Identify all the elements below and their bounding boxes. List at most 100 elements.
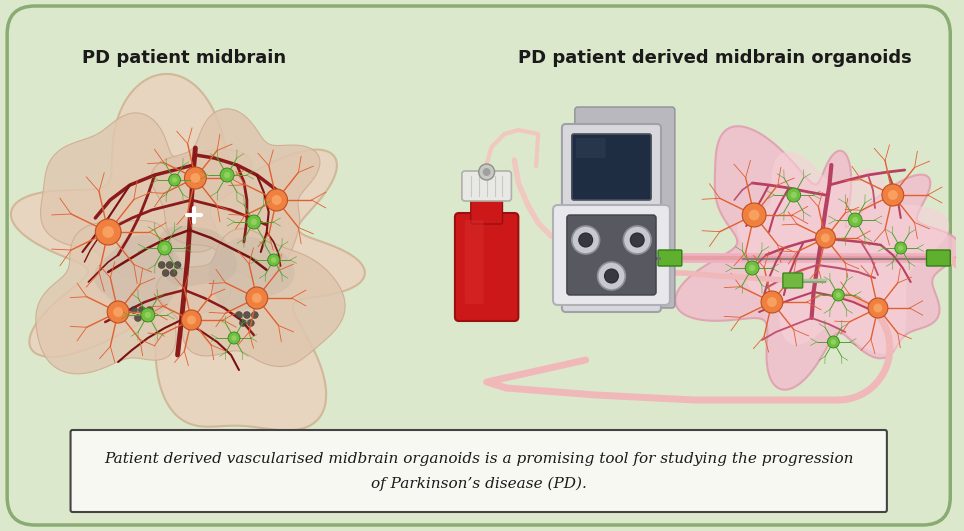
Circle shape <box>162 270 169 277</box>
FancyBboxPatch shape <box>658 250 682 266</box>
FancyBboxPatch shape <box>553 205 670 305</box>
Circle shape <box>787 188 801 202</box>
Circle shape <box>172 177 177 183</box>
Circle shape <box>102 226 114 238</box>
FancyBboxPatch shape <box>576 138 605 158</box>
Polygon shape <box>36 220 230 374</box>
Polygon shape <box>676 126 960 390</box>
Circle shape <box>166 261 174 269</box>
Circle shape <box>145 312 151 318</box>
FancyBboxPatch shape <box>462 171 512 201</box>
Circle shape <box>174 261 181 269</box>
Circle shape <box>130 306 138 313</box>
Circle shape <box>821 234 830 243</box>
Text: Patient derived vascularised midbrain organoids is a promising tool for studying: Patient derived vascularised midbrain or… <box>104 452 853 466</box>
Circle shape <box>836 292 841 298</box>
Circle shape <box>630 233 644 247</box>
Circle shape <box>761 291 783 313</box>
Circle shape <box>882 184 903 206</box>
Circle shape <box>228 332 240 344</box>
Circle shape <box>235 312 242 319</box>
FancyBboxPatch shape <box>783 273 803 288</box>
Circle shape <box>749 210 760 220</box>
Circle shape <box>247 215 260 229</box>
FancyBboxPatch shape <box>575 107 675 308</box>
FancyBboxPatch shape <box>465 220 484 304</box>
Circle shape <box>220 168 234 182</box>
Circle shape <box>272 195 281 205</box>
Circle shape <box>745 261 759 275</box>
Text: PD patient derived midbrain organoids: PD patient derived midbrain organoids <box>518 49 911 67</box>
Circle shape <box>898 245 903 251</box>
FancyBboxPatch shape <box>470 192 502 224</box>
Circle shape <box>248 320 254 327</box>
Circle shape <box>572 226 600 254</box>
FancyBboxPatch shape <box>567 215 656 295</box>
Circle shape <box>158 261 165 269</box>
Text: PD patient midbrain: PD patient midbrain <box>82 49 286 67</box>
Circle shape <box>848 213 862 227</box>
Circle shape <box>742 203 766 227</box>
Circle shape <box>141 308 155 322</box>
Polygon shape <box>94 235 183 321</box>
FancyBboxPatch shape <box>572 134 651 200</box>
Circle shape <box>266 189 287 211</box>
Circle shape <box>831 339 836 345</box>
Circle shape <box>479 164 495 180</box>
Circle shape <box>191 173 201 183</box>
Circle shape <box>827 336 840 348</box>
Circle shape <box>139 306 146 313</box>
Circle shape <box>268 254 280 266</box>
Circle shape <box>143 314 149 321</box>
Circle shape <box>624 226 651 254</box>
Circle shape <box>239 320 247 327</box>
Polygon shape <box>156 229 345 366</box>
Circle shape <box>895 242 907 254</box>
Circle shape <box>107 301 129 323</box>
Circle shape <box>271 258 277 263</box>
Circle shape <box>95 219 121 245</box>
Circle shape <box>113 307 123 317</box>
Circle shape <box>604 269 618 283</box>
Circle shape <box>251 219 257 225</box>
Circle shape <box>749 265 755 271</box>
FancyBboxPatch shape <box>562 124 661 312</box>
Circle shape <box>252 293 261 303</box>
Circle shape <box>852 217 858 223</box>
Circle shape <box>888 190 897 200</box>
Circle shape <box>483 168 491 176</box>
Polygon shape <box>158 226 237 287</box>
Circle shape <box>184 167 206 189</box>
Circle shape <box>246 287 268 309</box>
Circle shape <box>816 228 836 248</box>
Circle shape <box>598 262 626 290</box>
Text: of Parkinson’s disease (PD).: of Parkinson’s disease (PD). <box>371 477 587 491</box>
FancyBboxPatch shape <box>926 250 951 266</box>
Circle shape <box>224 172 230 178</box>
Circle shape <box>767 297 777 307</box>
Circle shape <box>832 289 844 301</box>
Polygon shape <box>209 237 295 311</box>
FancyBboxPatch shape <box>7 6 951 525</box>
Circle shape <box>187 315 196 324</box>
Circle shape <box>244 312 251 319</box>
FancyBboxPatch shape <box>455 213 519 321</box>
Circle shape <box>181 310 201 330</box>
Circle shape <box>134 314 142 321</box>
Circle shape <box>169 174 180 186</box>
Circle shape <box>147 306 153 313</box>
Circle shape <box>170 270 177 277</box>
Circle shape <box>231 335 237 341</box>
Circle shape <box>158 241 172 255</box>
Polygon shape <box>40 113 252 277</box>
FancyBboxPatch shape <box>70 430 887 512</box>
Circle shape <box>162 245 168 251</box>
Polygon shape <box>151 109 320 278</box>
Polygon shape <box>11 74 364 430</box>
Circle shape <box>873 304 882 313</box>
Circle shape <box>868 298 888 318</box>
Polygon shape <box>737 151 950 354</box>
Circle shape <box>790 192 797 198</box>
Circle shape <box>252 312 258 319</box>
Circle shape <box>578 233 593 247</box>
